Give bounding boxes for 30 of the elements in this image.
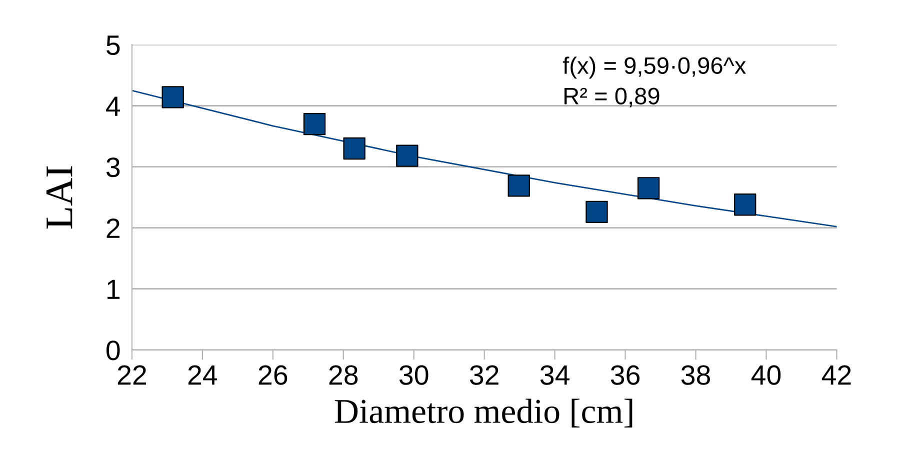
x-tick-label: 24 (188, 365, 218, 385)
x-tick-label: 26 (258, 365, 288, 385)
annotation: f(x) = 9,59·0,96^x (562, 56, 746, 79)
y-axis-title: LAI (46, 166, 72, 229)
x-tick-label: 30 (399, 365, 428, 385)
y-tick-label: 5 (106, 36, 120, 56)
point (303, 112, 326, 136)
x-tick-label: 42 (822, 365, 851, 385)
point (734, 194, 756, 216)
point (396, 144, 418, 167)
annotation: R² = 0,89 (564, 88, 660, 108)
x-tick-label: 22 (118, 365, 146, 385)
x-axis-title: Diametro medio [cm] (334, 398, 632, 428)
x-tick-label: 36 (610, 365, 640, 385)
point (508, 174, 530, 197)
point (637, 177, 660, 200)
point (162, 86, 184, 108)
x-tick-label: 28 (329, 365, 358, 385)
x-tick-label: 40 (751, 365, 781, 385)
point (586, 200, 608, 224)
line-series (132, 90, 837, 228)
x-tick-label: 38 (681, 365, 710, 385)
x-tick-label: 32 (470, 365, 498, 385)
y-tick-label: 1 (108, 280, 120, 299)
y-tick-label: 0 (106, 340, 120, 360)
y-tick-label: 3 (106, 157, 120, 178)
y-tick-label: 2 (106, 218, 120, 238)
x-tick-label: 34 (540, 365, 570, 385)
y-tick-label: 4 (106, 96, 120, 116)
point (343, 137, 366, 160)
